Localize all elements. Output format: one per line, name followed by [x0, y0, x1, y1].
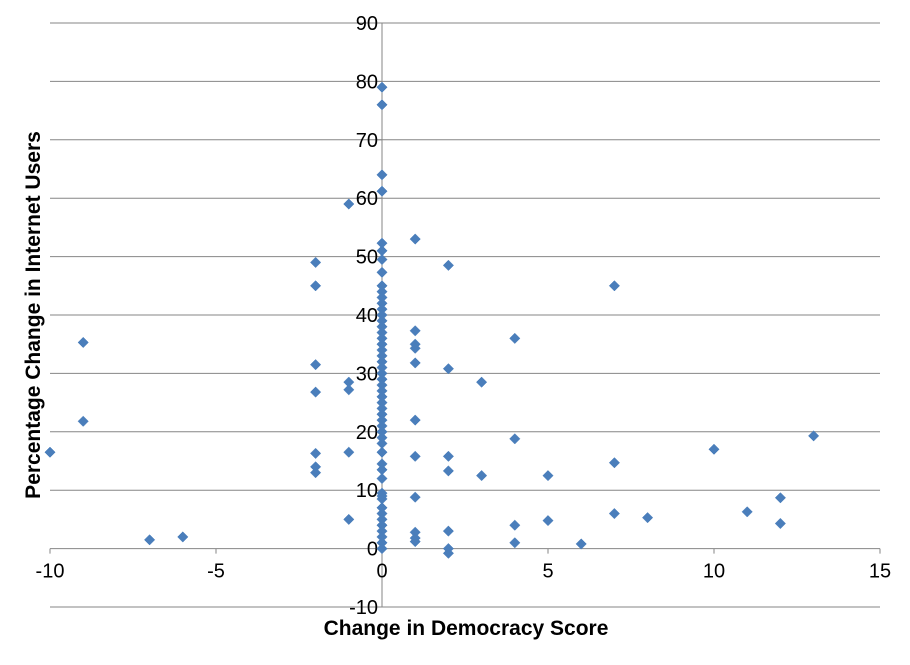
data-point: [708, 443, 720, 455]
y-tick-label: 60: [356, 188, 378, 210]
data-point: [409, 357, 421, 369]
y-tick-label: 10: [356, 480, 378, 502]
data-point: [442, 465, 454, 477]
data-point: [542, 470, 554, 482]
data-point: [343, 384, 355, 396]
data-point: [343, 513, 355, 525]
data-point: [409, 233, 421, 245]
data-point: [509, 332, 521, 344]
y-tick-label: 40: [356, 305, 378, 327]
data-point: [177, 531, 189, 543]
x-tick-label: 10: [703, 561, 725, 583]
gridlines: [50, 22, 880, 608]
data-point: [442, 450, 454, 462]
data-point: [343, 198, 355, 210]
data-point: [144, 534, 156, 546]
data-point: [509, 433, 521, 445]
data-point: [774, 492, 786, 504]
data-point: [409, 491, 421, 503]
data-point: [77, 336, 89, 349]
data-point: [608, 280, 620, 292]
data-point: [376, 185, 388, 197]
data-point: [376, 253, 388, 266]
data-point: [575, 538, 587, 550]
data-point: [376, 472, 388, 485]
data-point: [608, 457, 620, 469]
data-point: [376, 81, 388, 93]
data-point: [642, 512, 654, 524]
data-point: [442, 259, 454, 271]
x-tick-label: 0: [376, 561, 387, 583]
data-point: [310, 386, 322, 398]
data-point: [310, 280, 322, 292]
data-point: [442, 363, 454, 375]
data-point: [376, 446, 388, 458]
data-point: [376, 169, 388, 181]
x-tick-label: -10: [36, 561, 65, 583]
y-tick-label: 90: [356, 13, 378, 35]
data-point: [608, 508, 620, 520]
data-point: [808, 430, 820, 442]
y-tick-label: 50: [356, 247, 378, 269]
data-point: [409, 536, 421, 548]
data-point: [310, 359, 322, 371]
data-point: [343, 446, 355, 458]
data-points: [44, 81, 820, 559]
y-tick-label: 80: [356, 71, 378, 93]
data-point: [44, 446, 56, 458]
data-point: [310, 447, 322, 459]
y-axis-title: Percentage Change in Internet Users: [22, 131, 45, 499]
data-point: [376, 99, 388, 111]
y-tick-label: 20: [356, 422, 378, 444]
data-point: [476, 470, 488, 482]
data-point: [509, 537, 521, 549]
data-point: [774, 517, 786, 530]
data-point: [310, 467, 322, 479]
data-point: [409, 342, 421, 354]
y-tick-label: 0: [367, 539, 378, 561]
data-point: [310, 256, 322, 268]
y-tick-label: 70: [356, 130, 378, 152]
x-axis-title: Change in Democracy Score: [324, 617, 609, 640]
data-point: [409, 450, 421, 462]
tick-labels: -10 0 10 20 30 40 50 60 70 80 90 -10 -5 0 5 10 15: [36, 13, 892, 619]
data-point: [741, 506, 753, 518]
data-point: [476, 376, 488, 388]
data-point: [409, 414, 421, 426]
x-tick-label: 5: [542, 561, 553, 583]
data-point: [409, 325, 421, 337]
x-tick-label: 15: [869, 561, 891, 583]
data-point: [442, 547, 454, 559]
data-point: [542, 515, 554, 527]
data-point: [442, 525, 454, 537]
x-tick-label: -5: [207, 561, 225, 583]
data-point: [509, 519, 521, 531]
y-tick-label: -10: [349, 597, 378, 619]
data-point: [77, 415, 89, 427]
data-point: [376, 543, 388, 555]
data-point: [376, 266, 388, 278]
y-tick-label: 30: [356, 363, 378, 385]
